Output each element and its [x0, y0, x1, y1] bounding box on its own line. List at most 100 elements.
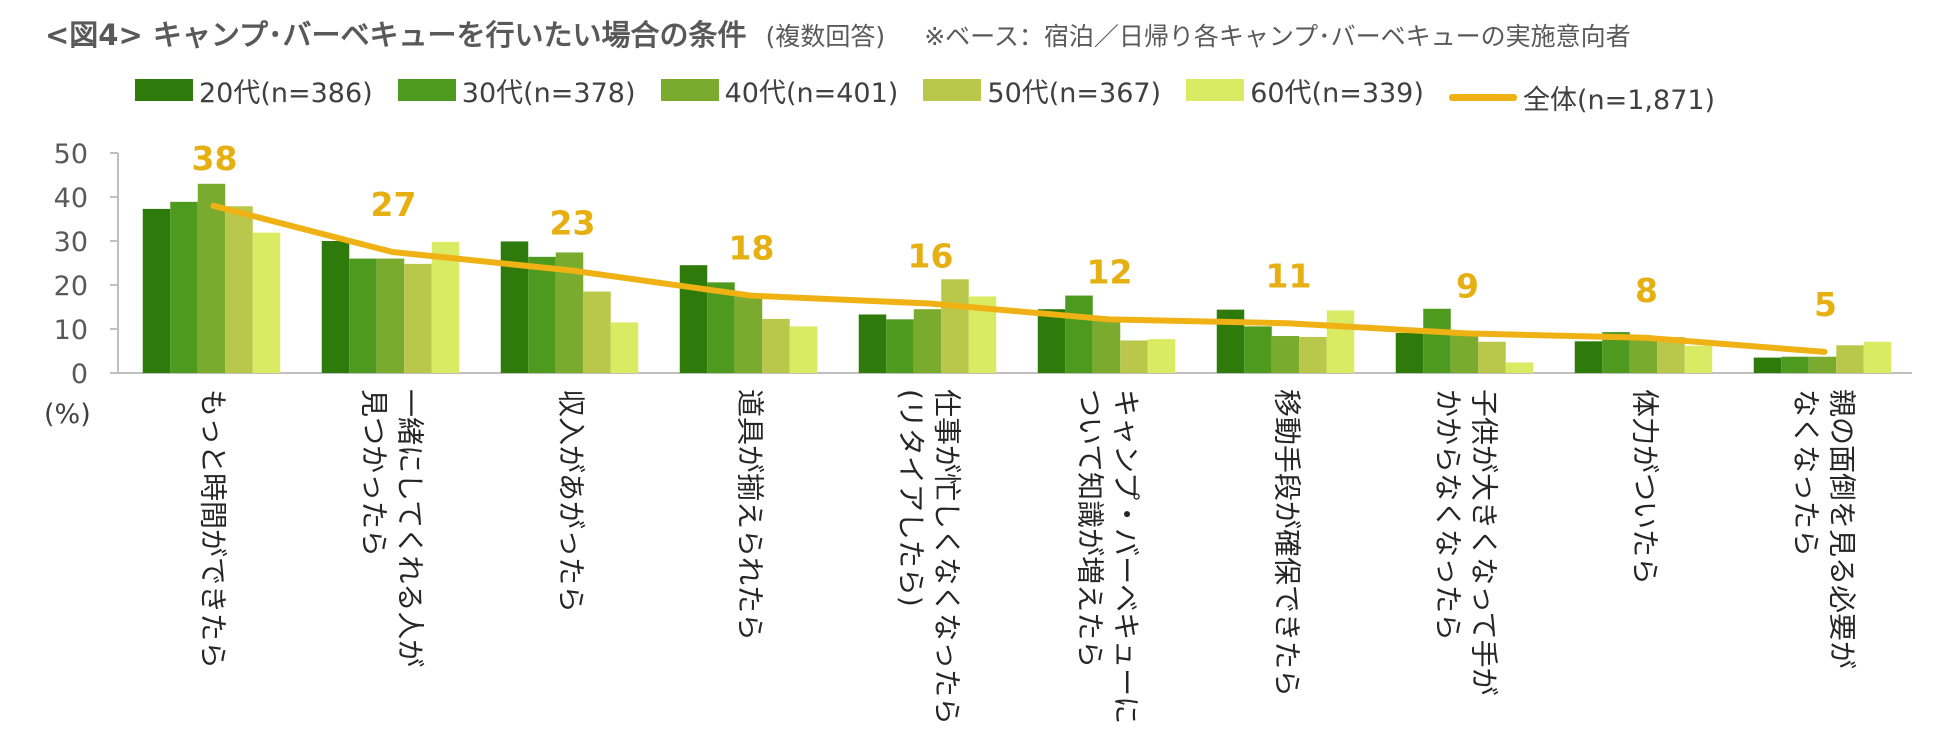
legend-item-60s: 60代(n=339)	[1186, 70, 1424, 110]
legend-swatch	[1186, 79, 1245, 101]
x-category-label: 体力がついたら	[1629, 389, 1662, 585]
bar	[349, 258, 377, 373]
legend-label: 60代(n=339)	[1250, 77, 1424, 109]
bar	[1147, 339, 1176, 373]
y-tick-label: 50	[54, 139, 88, 170]
legend-swatch	[660, 79, 719, 101]
total-series-line	[210, 202, 1828, 355]
bars-group	[142, 183, 1892, 373]
x-category-label: 仕事が忙しくなくなったら	[931, 389, 964, 725]
y-tick-label: 20	[54, 271, 88, 302]
y-tick-label: 10	[54, 315, 88, 346]
bar	[610, 322, 639, 373]
legend-label: 全体(n=1,871)	[1522, 85, 1716, 116]
bar	[1271, 336, 1300, 373]
bar	[762, 318, 790, 373]
bar	[1299, 336, 1327, 373]
total-data-label: 16	[908, 236, 954, 275]
legend-item-40s: 40代(n=401)	[660, 70, 899, 110]
bar	[1836, 345, 1864, 373]
bar	[1478, 341, 1506, 373]
bar	[1423, 308, 1451, 373]
bar	[528, 256, 556, 373]
bar	[1092, 320, 1121, 373]
bar	[1808, 356, 1837, 373]
bar	[858, 314, 887, 373]
x-category-label: 親の面倒を見る必要が	[1826, 389, 1859, 669]
x-category-label: ついて知識が増えたら	[1074, 389, 1107, 668]
y-tick-label: 0	[71, 359, 88, 390]
x-category-label: キャンプ・バーベキューに	[1110, 389, 1143, 724]
legend-label: 20代(n=386)	[199, 77, 373, 109]
bar	[1505, 362, 1534, 373]
x-category-label: (リタイアしたら)	[895, 389, 928, 607]
bar	[1065, 295, 1093, 373]
bar	[1863, 341, 1892, 373]
x-category-label: 一緒にしてくれる人が	[394, 389, 427, 667]
legend-label: 30代(n=378)	[461, 77, 636, 109]
bar	[1450, 334, 1479, 373]
bar	[707, 282, 735, 373]
legend-swatch	[135, 79, 193, 101]
bar	[913, 309, 942, 373]
total-data-label: 12	[1087, 252, 1133, 291]
bar	[1037, 309, 1066, 373]
bar	[197, 183, 226, 373]
bar	[1244, 326, 1272, 373]
y-axis-label: (%)	[44, 399, 91, 430]
bar	[170, 201, 198, 373]
bar	[142, 208, 171, 373]
chart-base-note: ※ベース：宿泊／日帰り各キャンプ･バーベキューの実施意向者	[924, 22, 1631, 51]
x-category-label: 収入があがったら	[555, 389, 588, 613]
chart-title-row: <図4> キャンプ･バーベキューを行いたい場合の条件 (複数回答) ※ベース：宿…	[45, 12, 1631, 54]
bar	[886, 319, 914, 373]
legend-item-total: 全体(n=1,871)	[1448, 78, 1716, 118]
bar	[734, 293, 763, 373]
legend-label: 40代(n=401)	[724, 77, 899, 109]
x-category-label: 見つかったら	[358, 389, 391, 557]
x-category-label: 移動手段が確保できたら	[1271, 389, 1304, 697]
bar	[1395, 332, 1424, 373]
bar	[376, 258, 405, 373]
total-data-label: 8	[1635, 271, 1658, 310]
bar	[1574, 341, 1603, 373]
chart-title: <図4> キャンプ･バーベキューを行いたい場合の条件	[45, 18, 747, 52]
bar	[679, 265, 708, 373]
bar	[1781, 356, 1809, 373]
x-category-label: もっと時間ができたら	[197, 389, 230, 669]
total-data-label: 9	[1456, 266, 1479, 305]
y-tick-label: 40	[54, 183, 88, 214]
bar	[789, 326, 818, 373]
legend-item-30s: 30代(n=378)	[397, 70, 636, 110]
chart-subtitle: (複数回答)	[765, 22, 886, 51]
bar	[1753, 357, 1782, 373]
bar	[252, 232, 281, 373]
chart-legend: 20代(n=386) 30代(n=378) 40代(n=401) 50代(n=3…	[135, 70, 1735, 116]
legend-item-20s: 20代(n=386)	[135, 70, 373, 110]
bar	[225, 206, 253, 373]
y-tick-label: 30	[54, 227, 88, 258]
bar	[431, 241, 460, 373]
total-data-label: 23	[550, 203, 596, 242]
x-category-label: 道具が揃えられたら	[734, 389, 767, 641]
legend-item-50s: 50代(n=367)	[923, 70, 1161, 110]
bar	[1684, 345, 1713, 373]
x-category-label: 子供が大きくなって手が	[1468, 389, 1501, 696]
x-category-label: かからなくなったら	[1432, 389, 1465, 641]
bar	[1326, 310, 1355, 373]
total-data-label: 38	[192, 139, 238, 178]
bar	[941, 279, 969, 373]
legend-line-swatch	[1448, 94, 1517, 101]
legend-label: 50代(n=367)	[987, 77, 1162, 109]
x-category-label: なくなったら	[1790, 389, 1823, 557]
legend-swatch	[397, 79, 456, 101]
bar	[583, 291, 611, 373]
bar	[1120, 340, 1148, 373]
bar	[321, 241, 350, 373]
total-data-label: 5	[1814, 285, 1837, 324]
total-data-label: 11	[1266, 256, 1312, 295]
legend-swatch	[923, 79, 982, 101]
total-data-label: 18	[729, 229, 775, 268]
bar	[1629, 336, 1658, 373]
